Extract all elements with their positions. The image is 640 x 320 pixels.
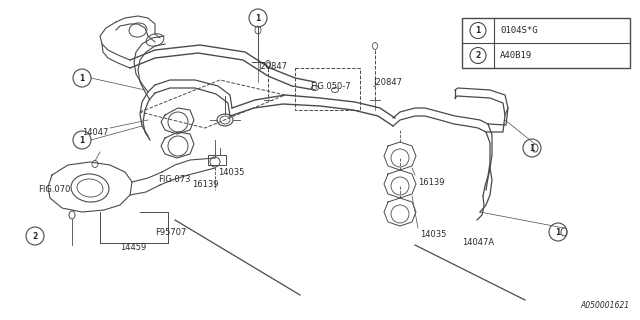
- Text: 14047A: 14047A: [462, 238, 494, 247]
- Bar: [208, 155, 226, 165]
- Text: 1: 1: [79, 135, 84, 145]
- Text: 1: 1: [255, 13, 260, 22]
- Text: J20847: J20847: [373, 78, 402, 87]
- Text: J20847: J20847: [258, 62, 287, 71]
- Text: 2: 2: [476, 51, 481, 60]
- Text: 14035: 14035: [420, 230, 446, 239]
- Text: 16139: 16139: [418, 178, 445, 187]
- Text: A050001621: A050001621: [581, 301, 630, 310]
- Text: 14035: 14035: [218, 168, 244, 177]
- Text: 14459: 14459: [120, 243, 147, 252]
- Text: 16139: 16139: [192, 180, 218, 189]
- Text: A40B19: A40B19: [500, 51, 532, 60]
- Text: 14047: 14047: [82, 128, 108, 137]
- Text: 0104S*G: 0104S*G: [500, 26, 538, 35]
- Text: FIG.070: FIG.070: [38, 185, 70, 194]
- Text: F95707: F95707: [155, 228, 186, 237]
- Text: 1: 1: [556, 228, 561, 236]
- Text: 1: 1: [476, 26, 481, 35]
- Text: 1: 1: [79, 74, 84, 83]
- Bar: [295, 68, 360, 110]
- Bar: [462, 18, 630, 68]
- Text: FIG.050-7: FIG.050-7: [310, 82, 351, 91]
- Text: FIG.073: FIG.073: [158, 175, 191, 184]
- Text: 1: 1: [529, 143, 534, 153]
- Text: 2: 2: [33, 231, 38, 241]
